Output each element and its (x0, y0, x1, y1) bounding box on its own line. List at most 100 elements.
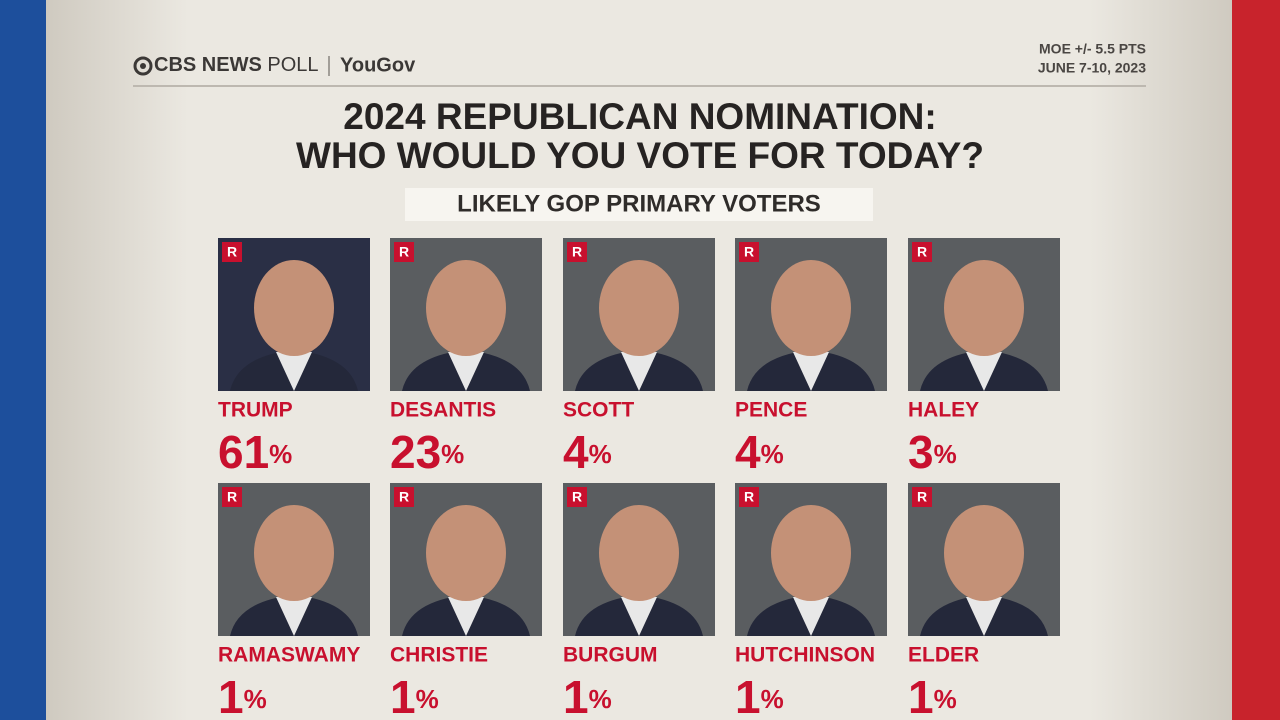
share-number: 1 (908, 671, 934, 720)
share-unit: % (589, 684, 612, 714)
brand-bold: CBS NEWS (154, 54, 262, 76)
share-unit: % (761, 684, 784, 714)
photo-face (599, 505, 679, 601)
photo-face (944, 505, 1024, 601)
share-number: 1 (390, 671, 416, 720)
share-number: 1 (218, 671, 244, 720)
share-unit: % (934, 684, 957, 714)
candidate: R HALEY 3% (908, 238, 1060, 478)
photo-face (426, 505, 506, 601)
photo-collar (793, 352, 829, 391)
photo-collar (276, 597, 312, 636)
photo-collar (448, 597, 484, 636)
share-number: 61 (218, 426, 269, 478)
candidate-name: TRUMP (218, 399, 293, 422)
party-label: R (917, 489, 927, 505)
party-badge (567, 487, 587, 507)
party-label: R (227, 244, 237, 260)
title-line: 2024 REPUBLICAN NOMINATION: (343, 96, 936, 137)
moe: MOE +/- 5.5 PTS (1039, 41, 1146, 57)
party-badge (739, 242, 759, 262)
photo-collar (966, 352, 1002, 391)
candidate: R TRUMP 61% (218, 238, 370, 478)
candidate: R CHRISTIE 1% (390, 483, 542, 720)
candidate-grid: R TRUMP 61% R DESANTIS 23% R SCOTT 4% R PENCE 4% R HA… (218, 238, 1060, 720)
candidate-name: HUTCHINSON (735, 644, 875, 667)
photo-collar (966, 597, 1002, 636)
candidate-share: 3% (908, 426, 957, 478)
candidate-share: 4% (563, 426, 612, 478)
share-unit: % (244, 684, 267, 714)
candidate: R HUTCHINSON 1% (735, 483, 887, 720)
subtitle: LIKELY GOP PRIMARY VOTERS (457, 190, 821, 217)
share-number: 1 (563, 671, 589, 720)
candidate: R SCOTT 4% (563, 238, 715, 478)
photo-collar (448, 352, 484, 391)
right-band (1232, 0, 1280, 720)
candidate-share: 1% (218, 671, 267, 720)
share-unit: % (416, 684, 439, 714)
share-unit: % (761, 439, 784, 469)
candidate-share: 61% (218, 426, 292, 478)
party-badge (912, 487, 932, 507)
party-badge (222, 242, 242, 262)
share-number: 4 (735, 426, 761, 478)
party-label: R (227, 489, 237, 505)
title-line: WHO WOULD YOU VOTE FOR TODAY? (296, 135, 984, 176)
candidate: R BURGUM 1% (563, 483, 715, 720)
dates: JUNE 7-10, 2023 (1038, 60, 1146, 76)
party-badge (739, 487, 759, 507)
candidate: R RAMASWAMY 1% (218, 483, 370, 720)
candidate-share: 1% (908, 671, 957, 720)
candidate-share: 1% (735, 671, 784, 720)
share-unit: % (269, 439, 292, 469)
party-label: R (744, 244, 754, 260)
party-label: R (572, 489, 582, 505)
left-band (0, 0, 46, 720)
photo-face (254, 260, 334, 356)
party-badge (394, 242, 414, 262)
partner: YouGov (340, 54, 416, 76)
party-label: R (744, 489, 754, 505)
candidate-name: SCOTT (563, 399, 634, 422)
party-label: R (917, 244, 927, 260)
logo (133, 56, 153, 76)
logo-pupil (140, 63, 146, 69)
photo-face (771, 260, 851, 356)
photo-collar (621, 352, 657, 391)
brand-light: POLL (267, 54, 318, 76)
photo-face (771, 505, 851, 601)
candidate-share: 1% (563, 671, 612, 720)
share-number: 1 (735, 671, 761, 720)
candidate-name: DESANTIS (390, 399, 496, 422)
photo-collar (621, 597, 657, 636)
share-unit: % (934, 439, 957, 469)
candidate-share: 23% (390, 426, 464, 478)
candidate-name: RAMASWAMY (218, 644, 360, 667)
candidate-name: BURGUM (563, 644, 658, 667)
share-number: 23 (390, 426, 441, 478)
party-badge (567, 242, 587, 262)
photo-face (944, 260, 1024, 356)
photo-collar (793, 597, 829, 636)
share-unit: % (441, 439, 464, 469)
photo-face (426, 260, 506, 356)
candidate-name: HALEY (908, 399, 979, 422)
candidate: R PENCE 4% (735, 238, 887, 478)
share-number: 4 (563, 426, 589, 478)
photo-face (599, 260, 679, 356)
party-label: R (572, 244, 582, 260)
party-badge (912, 242, 932, 262)
candidate-share: 4% (735, 426, 784, 478)
candidate-name: CHRISTIE (390, 644, 488, 667)
brand: CBS NEWS POLL (154, 54, 319, 76)
photo-collar (276, 352, 312, 391)
candidate-name: PENCE (735, 399, 807, 422)
share-unit: % (589, 439, 612, 469)
candidate: R ELDER 1% (908, 483, 1060, 720)
share-number: 3 (908, 426, 934, 478)
party-label: R (399, 489, 409, 505)
party-badge (394, 487, 414, 507)
party-label: R (399, 244, 409, 260)
